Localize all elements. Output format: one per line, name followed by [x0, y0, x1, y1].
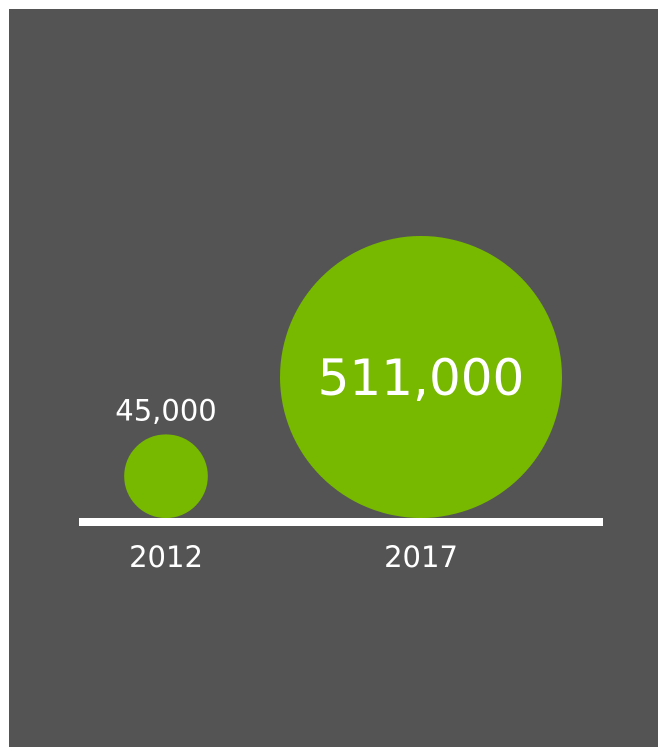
baseline [79, 518, 603, 526]
label-group: 45,000 2012 511,000 2017 [115, 349, 524, 574]
category-label-2012: 2012 [129, 540, 203, 574]
bubble-group [124, 236, 562, 518]
bubble-2012 [124, 434, 208, 518]
value-label-2012: 45,000 [115, 393, 216, 427]
bubble-2017 [280, 236, 562, 518]
category-label-2017: 2017 [384, 540, 458, 574]
value-label-2017: 511,000 [318, 349, 525, 407]
